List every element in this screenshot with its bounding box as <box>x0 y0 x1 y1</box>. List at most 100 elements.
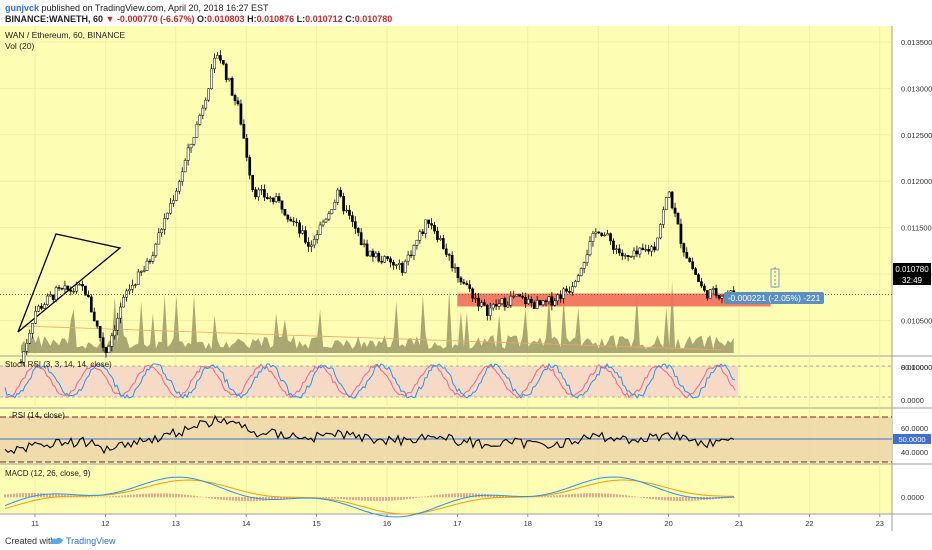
macd-hist-bar <box>562 494 564 498</box>
macd-hist-bar <box>229 497 231 501</box>
candle-body <box>356 228 360 233</box>
candle-body <box>556 294 560 302</box>
candle-body <box>81 284 84 287</box>
candle-body <box>521 296 524 298</box>
time-axis[interactable] <box>0 514 892 531</box>
macd-hist-bar <box>418 497 420 498</box>
candle-body <box>34 310 37 324</box>
candle-body <box>339 189 343 197</box>
high-value: 0.010876 <box>256 14 295 24</box>
candle-body <box>40 305 43 309</box>
macd-hist-bar <box>454 493 456 498</box>
macd-hist-bar <box>250 497 252 502</box>
macd-hist-bar <box>649 497 651 499</box>
low-value: 0.010712 <box>305 14 343 24</box>
candle-body <box>368 250 372 257</box>
candle-body <box>717 295 721 299</box>
candle-body <box>57 287 61 289</box>
macd-hist-bar <box>364 497 366 501</box>
candlestick-series <box>19 50 736 368</box>
candle-body <box>494 304 498 307</box>
candle-body <box>145 260 149 271</box>
macd-hist-bar <box>358 497 360 501</box>
macd-hist-bar <box>556 495 558 498</box>
candle-body <box>524 297 527 304</box>
macd-hist-bar <box>16 493 18 498</box>
candle-body <box>409 254 413 257</box>
macd-pane[interactable] <box>0 464 892 514</box>
macd-hist-bar <box>223 497 225 500</box>
candle-body <box>474 297 477 300</box>
candle-body <box>107 346 111 354</box>
candle-body <box>87 294 90 298</box>
macd-hist-bar <box>445 493 447 498</box>
time-tick: 22 <box>805 519 813 528</box>
macd-hist-bar <box>700 497 702 501</box>
candle-body <box>488 307 492 316</box>
macd-hist-bar <box>25 492 27 498</box>
macd-hist-bar <box>49 493 51 498</box>
chart-canvas[interactable]: -0.000221 (-2.05%) -221 WAN / Ethereum, … <box>0 26 932 531</box>
main-pane[interactable] <box>0 26 892 356</box>
candle-body <box>673 207 677 214</box>
price-tick: 0.013000 <box>901 84 932 93</box>
candle-body <box>626 255 630 258</box>
macd-hist-bar <box>613 493 615 498</box>
macd-hist-bar <box>595 493 597 498</box>
macd-hist-bar <box>409 497 411 499</box>
macd-hist-bar <box>151 493 153 498</box>
candle-body <box>271 197 275 202</box>
candle-body <box>444 248 448 255</box>
candle-body <box>544 300 548 303</box>
candle-body <box>286 214 290 220</box>
candle-body <box>169 203 172 214</box>
candle-body <box>644 249 648 251</box>
candle-body <box>424 219 428 234</box>
macd-hist-bar <box>265 497 267 501</box>
candle-body <box>632 250 636 257</box>
macd-hist-bar <box>589 493 591 498</box>
macd-hist-bar <box>406 497 408 500</box>
macd-hist-bar <box>502 495 504 498</box>
candle-body <box>641 247 645 251</box>
volume-area <box>20 281 734 353</box>
candle-body <box>568 291 571 293</box>
macd-hist-bar <box>139 494 141 498</box>
macd-hist-bar <box>184 494 186 498</box>
candle-body <box>353 221 357 229</box>
tradingview-brand-link[interactable]: TradingView <box>66 536 116 546</box>
candle-body <box>421 231 425 234</box>
candle-body <box>198 115 202 125</box>
candle-body <box>480 302 483 307</box>
macd-hist-bar <box>628 495 630 498</box>
candle-body <box>667 191 671 198</box>
macd-hist-bar <box>247 497 249 502</box>
macd-hist-bar <box>100 496 102 498</box>
macd-hist-bar <box>640 497 642 498</box>
macd-hist-bar <box>430 495 432 498</box>
candle-body <box>257 189 260 198</box>
macd-hist-bar <box>667 497 669 501</box>
volume-fill <box>20 281 734 353</box>
candle-body <box>327 213 331 220</box>
macd-hist-bar <box>217 497 219 500</box>
time-tick: 18 <box>524 519 532 528</box>
macd-hist-bar <box>31 492 33 498</box>
macd-hist-bar <box>688 497 690 501</box>
candle-body <box>620 252 624 257</box>
author-link[interactable]: gunjvck <box>5 3 40 13</box>
macd-hist-bar <box>166 493 168 498</box>
macd-hist-bar <box>196 496 198 498</box>
macd-hist-bar <box>622 494 624 498</box>
macd-hist-bar <box>199 496 201 498</box>
macd-hist-bar <box>655 497 657 500</box>
macd-hist-bar <box>19 493 21 498</box>
measure-tool[interactable]: -0.000221 (-2.05%) -221 <box>724 267 824 304</box>
candle-body <box>324 218 328 223</box>
candle-body <box>532 302 536 309</box>
macd-hist-bar <box>466 493 468 498</box>
candle-body <box>571 286 574 293</box>
candle-body <box>527 299 530 304</box>
candle-body <box>688 258 692 262</box>
support-zone[interactable] <box>457 293 771 307</box>
